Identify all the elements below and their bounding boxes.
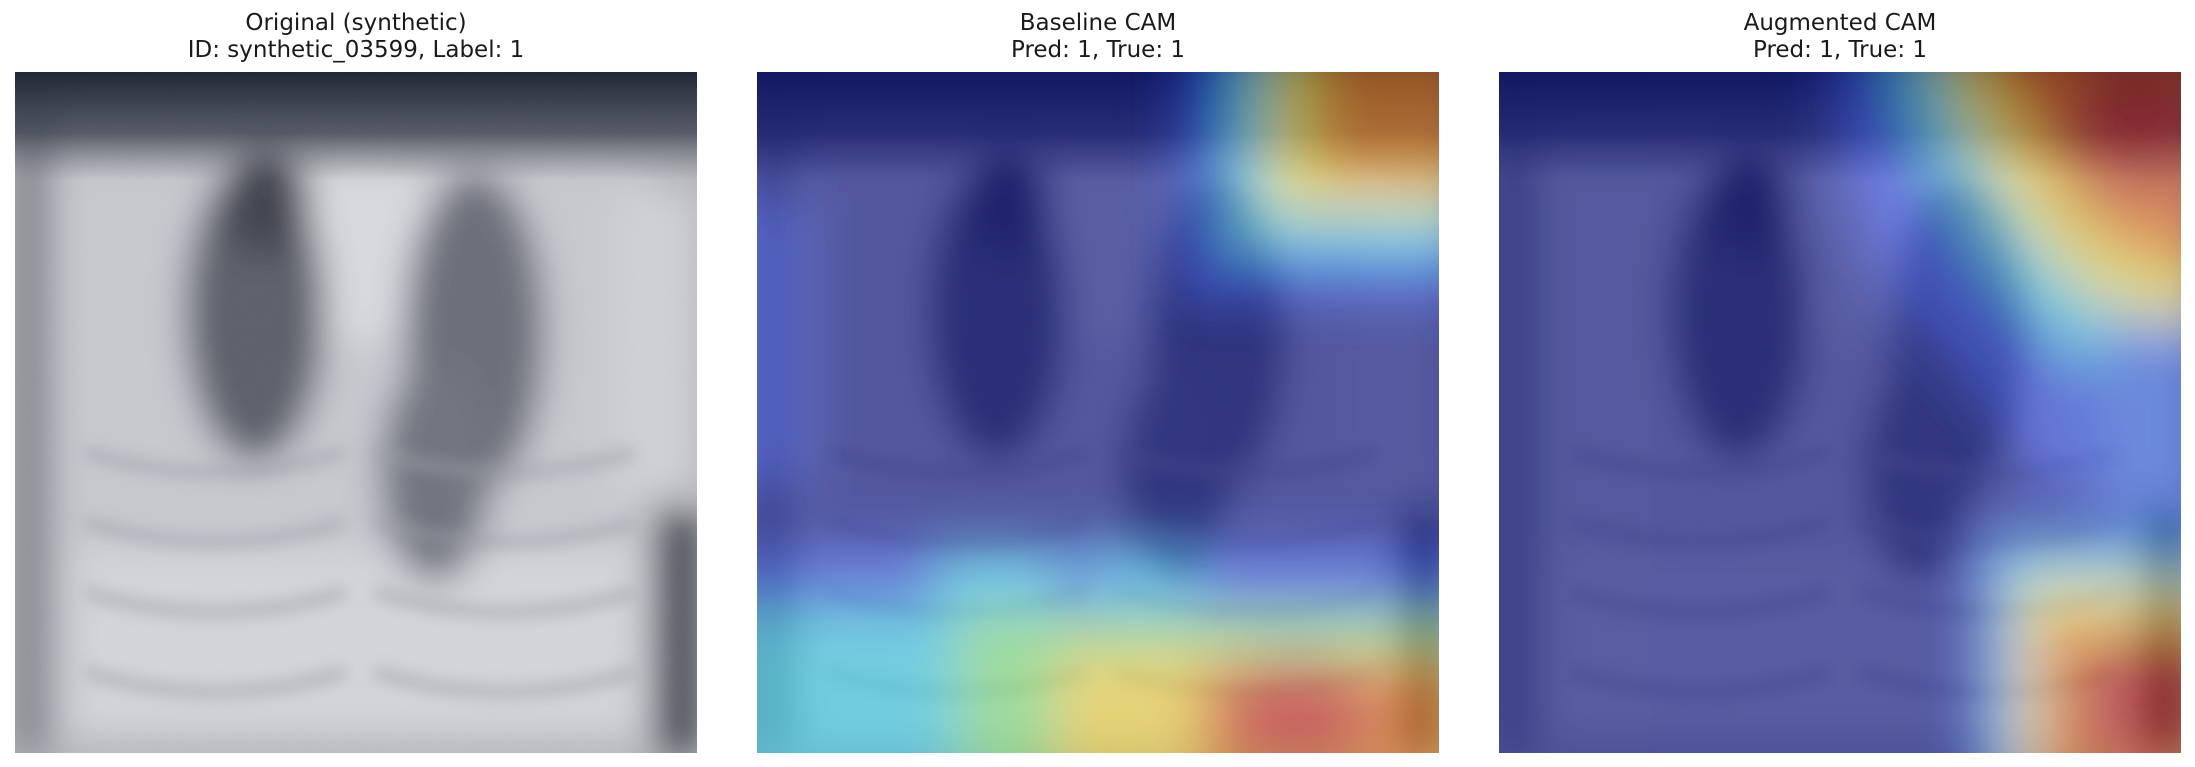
panel-baseline-cam: Baseline CAM Pred: 1, True: 1	[757, 0, 1439, 767]
panel-title-line2: ID: synthetic_03599, Label: 1	[187, 37, 525, 63]
panel-title-line2: Pred: 1, True: 1	[1752, 37, 1928, 63]
original-xray-image	[15, 72, 697, 753]
panel-title-line1: Baseline CAM	[1019, 10, 1177, 36]
panel-title: Original (synthetic) ID: synthetic_03599…	[15, 10, 697, 64]
panel-title-line1: Augmented CAM	[1743, 10, 1937, 36]
panel-title: Augmented CAM Pred: 1, True: 1	[1499, 10, 2181, 64]
panel-title: Baseline CAM Pred: 1, True: 1	[757, 10, 1439, 64]
panel-original: Original (synthetic) ID: synthetic_03599…	[15, 0, 697, 767]
baseline-cam-image	[757, 72, 1439, 753]
panel-title-line2: Pred: 1, True: 1	[1010, 37, 1186, 63]
panel-title-line1: Original (synthetic)	[245, 10, 467, 36]
augmented-cam-image	[1499, 72, 2181, 753]
panel-augmented-cam: Augmented CAM Pred: 1, True: 1	[1499, 0, 2181, 767]
